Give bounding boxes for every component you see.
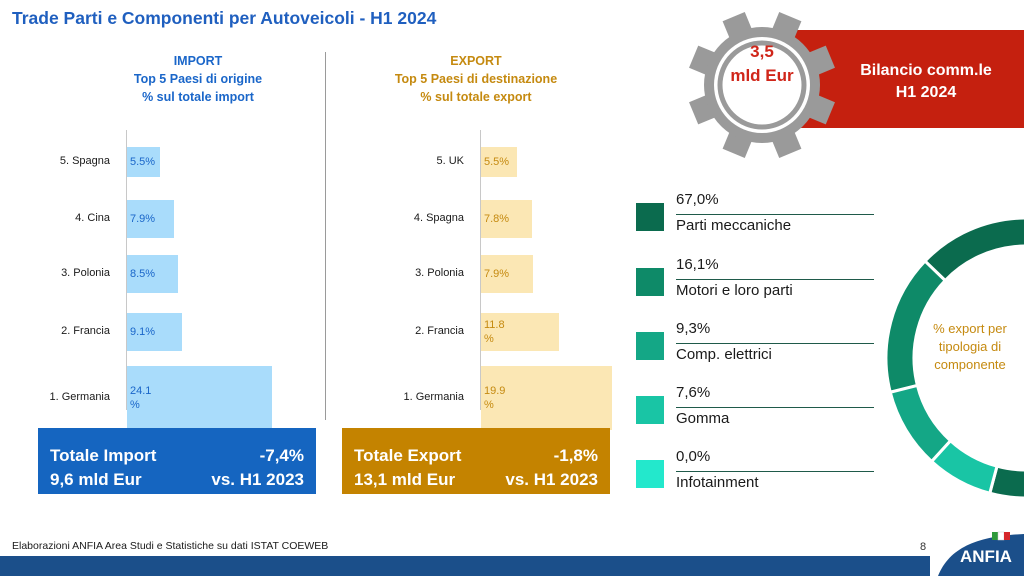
bar-value-label: 7.9%	[130, 213, 156, 225]
export-header-line3: % sul totale export	[420, 90, 532, 104]
export-total-label: Totale Export	[354, 446, 462, 465]
legend-percent: 9,3%	[676, 320, 711, 337]
bar-category-label: 5. UK	[436, 155, 464, 167]
page-number: 8	[920, 541, 927, 553]
bar-category-label: 2. Francia	[61, 325, 110, 337]
bar	[481, 255, 534, 293]
page-title: Trade Parti e Componenti per Autoveicoli…	[12, 8, 437, 28]
trade-balance-unit: mld Eur	[730, 66, 794, 85]
bar-value-label: 7.8%	[484, 213, 510, 225]
legend-swatch	[636, 396, 664, 424]
bar-value-label: 19.9 %	[484, 385, 506, 411]
bar-category-label: 2. Francia	[415, 325, 464, 337]
bar-value-label: 5.5%	[484, 156, 510, 168]
gear-icon	[689, 12, 835, 158]
import-header: IMPORT Top 5 Paesi di origine % sul tota…	[78, 52, 318, 106]
bar-category-label: 1. Germania	[403, 391, 464, 403]
bar	[127, 255, 178, 293]
legend-label: Gomma	[676, 410, 730, 427]
export-header: EXPORT Top 5 Paesi di destinazione % sul…	[356, 52, 596, 106]
legend-label: Comp. elettrici	[676, 346, 772, 363]
trade-balance-amount: 3,5	[750, 42, 774, 61]
bar-category-label: 3. Polonia	[61, 267, 110, 279]
legend-label: Infotainment	[676, 474, 759, 491]
donut-slice	[929, 438, 999, 496]
bar-category-label: 1. Germania	[49, 391, 110, 403]
export-total-box: Totale Export -1,8% 13,1 mld Eur vs. H1 …	[342, 428, 610, 494]
bar-category-label: 5. Spagna	[59, 155, 110, 167]
bar-value-label: 5.5%	[130, 156, 156, 168]
anfia-logo-text: ANFIA	[960, 547, 1012, 566]
legend-swatch	[636, 332, 664, 360]
import-total-value: 9,6 mld Eur	[50, 470, 142, 489]
export-header-line1: EXPORT	[450, 54, 502, 68]
legend-label: Motori e loro parti	[676, 282, 793, 299]
import-header-line1: IMPORT	[173, 54, 223, 68]
legend-divider	[676, 279, 874, 280]
anfia-logo: ANFIA	[938, 531, 1024, 576]
bar	[127, 200, 175, 238]
bar-category-label: 4. Spagna	[413, 212, 464, 224]
bar	[481, 147, 518, 177]
legend-percent: 7,6%	[676, 384, 711, 401]
footer-band	[0, 556, 930, 576]
import-total-box: Totale Import -7,4% 9,6 mld Eur vs. H1 2…	[38, 428, 316, 494]
bar	[127, 366, 272, 430]
legend-divider	[676, 214, 874, 215]
bar	[481, 366, 613, 430]
legend-divider	[676, 407, 874, 408]
export-donut-chart	[884, 216, 1024, 500]
bar-value-label: 24.1 %	[130, 385, 152, 411]
export-total-vs: vs. H1 2023	[505, 470, 598, 489]
legend-percent: 16,1%	[676, 256, 719, 273]
bar-category-label: 4. Cina	[75, 212, 110, 224]
legend-divider	[676, 471, 874, 472]
import-header-line2: Top 5 Paesi di origine	[133, 72, 263, 86]
bar	[127, 147, 160, 177]
legend-swatch	[636, 460, 664, 488]
footer-source: Elaborazioni ANFIA Area Studi e Statisti…	[12, 540, 329, 552]
trade-balance-line1: Bilancio comm.le	[860, 62, 992, 79]
column-divider	[325, 52, 326, 420]
export-bar-chart: 5. UK 5.5% 4. Spagna 7.8% 3. Polonia 7.9% 2. F…	[330, 130, 630, 430]
bar-axis-line	[480, 130, 481, 410]
bar-axis-line	[126, 130, 127, 410]
trade-balance-value: 3,5 mld Eur	[712, 40, 812, 88]
import-total-label: Totale Import	[50, 446, 157, 465]
legend-label: Parti meccaniche	[676, 217, 792, 234]
bar-value-label: 8.5%	[130, 268, 156, 280]
export-total-value: 13,1 mld Eur	[354, 470, 456, 489]
legend-percent: 0,0%	[676, 448, 711, 465]
export-header-line2: Top 5 Paesi di destinazione	[394, 72, 558, 86]
legend-swatch	[636, 268, 664, 296]
import-bar-chart: 5. Spagna 5.5% 4. Cina 7.9% 3. Polonia 8.5% 2.…	[0, 130, 330, 430]
bar	[127, 313, 182, 351]
bar-value-label: 11.8 %	[484, 319, 505, 345]
trade-balance-line2: H1 2024	[895, 84, 957, 101]
legend-swatch	[636, 203, 664, 231]
donut-slice	[922, 216, 1024, 500]
bar	[481, 313, 559, 351]
bar-value-label: 7.9%	[484, 268, 510, 280]
legend-percent: 67,0%	[676, 191, 719, 208]
legend-divider	[676, 343, 874, 344]
import-total-vs: vs. H1 2023	[211, 470, 304, 489]
bar-value-label: 9.1%	[130, 326, 156, 338]
donut-center-label: % export per tipologia di componente	[933, 321, 1007, 372]
bar	[481, 200, 533, 238]
export-total-pct: -1,8%	[553, 446, 598, 465]
bar-category-label: 3. Polonia	[415, 267, 464, 279]
import-header-line3: % sul totale import	[142, 90, 254, 104]
import-total-pct: -7,4%	[259, 446, 304, 465]
